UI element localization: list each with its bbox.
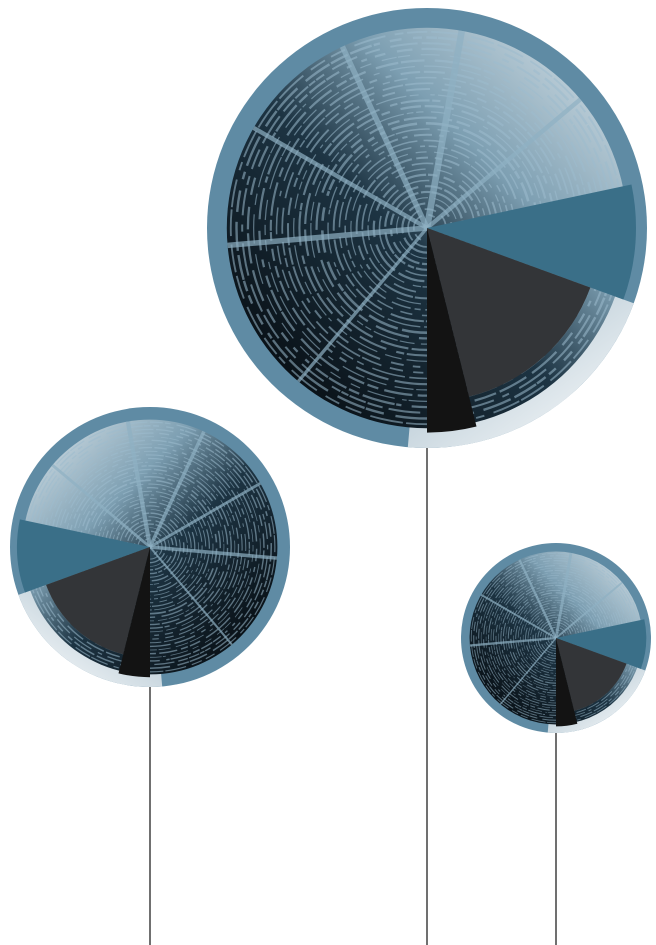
- small-flower: [461, 543, 651, 733]
- large-flower: [207, 8, 647, 448]
- medium-flower: [10, 407, 290, 687]
